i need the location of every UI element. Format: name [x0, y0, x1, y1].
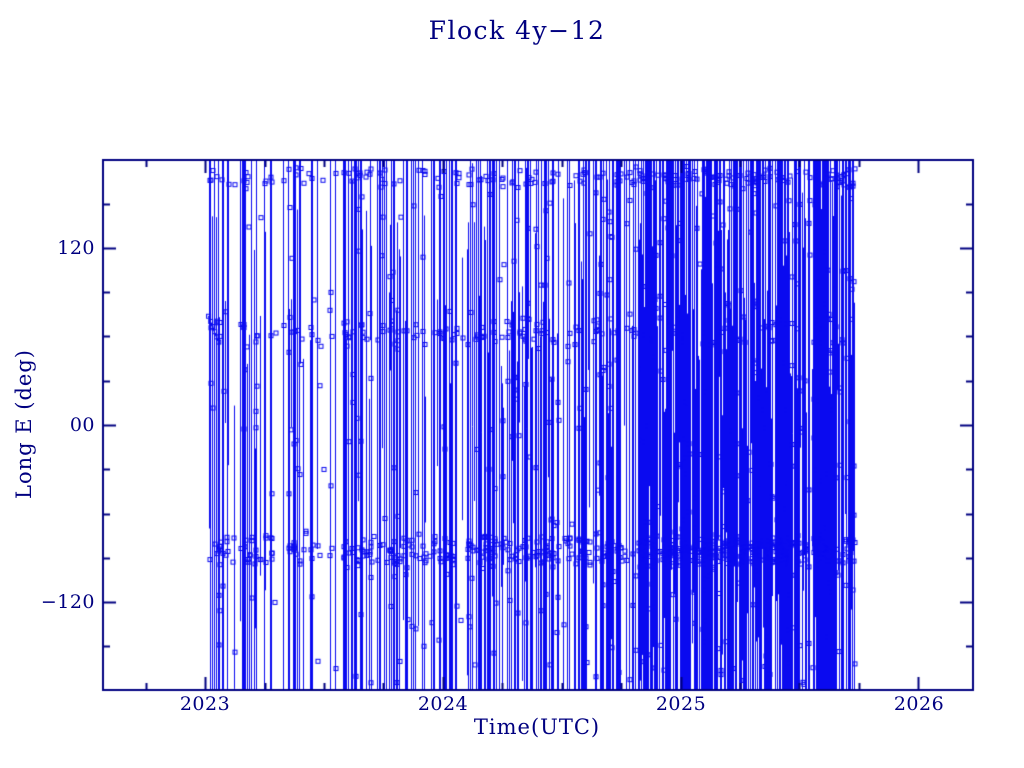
- x-tick-label-2025: 2025: [655, 693, 707, 715]
- x-tick-label-2026: 2026: [893, 693, 945, 715]
- chart-title: Flock 4y−12: [428, 16, 606, 45]
- x-tick-label-2024: 2024: [417, 693, 469, 715]
- y-tick-label-minus120: −120: [40, 591, 95, 613]
- y-tick-label-00: 00: [69, 414, 95, 436]
- x-tick-label-2023: 2023: [179, 693, 231, 715]
- x-axis-label: Time(UTC): [473, 715, 601, 739]
- y-tick-label-120: 120: [57, 237, 95, 259]
